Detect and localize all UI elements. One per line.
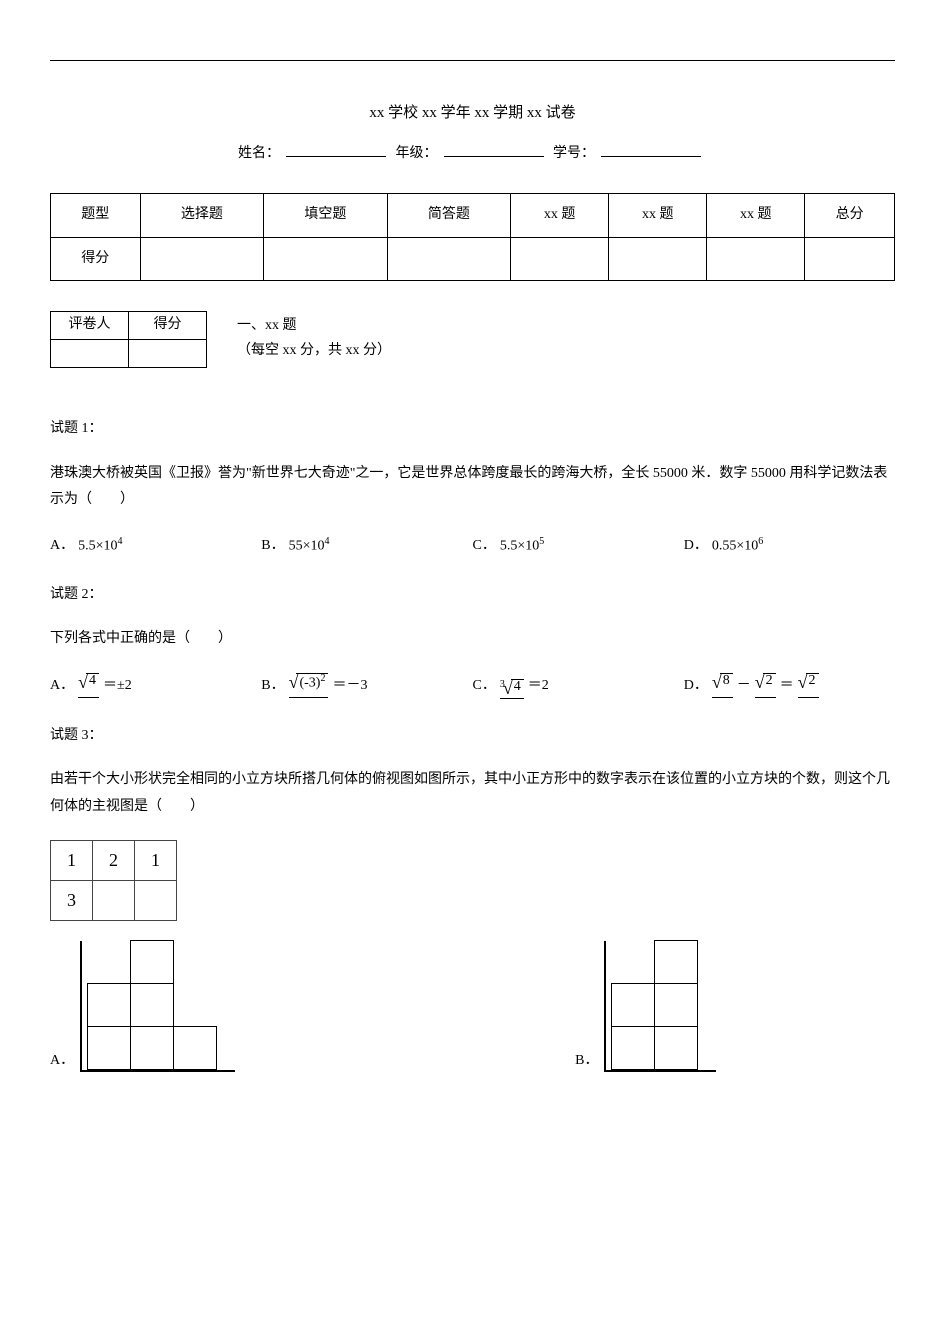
section-line2: （每空 xx 分，共 xx 分） <box>237 338 391 363</box>
question-1: 试题 1： 港珠澳大桥被英国《卫报》誉为"新世界七大奇迹"之一，它是世界总体跨度… <box>50 418 895 558</box>
block-stack <box>88 941 217 1070</box>
score-cell <box>511 237 609 280</box>
table-row: 1 2 1 <box>51 841 177 881</box>
option-b: B．55×104 <box>261 534 472 558</box>
grader-score-label: 得分 <box>129 312 207 340</box>
axis-frame <box>80 941 235 1072</box>
grid-cell: 1 <box>51 841 93 881</box>
top-view-grid: 1 2 1 3 <box>50 840 177 921</box>
score-cell <box>707 237 805 280</box>
name-blank <box>286 143 386 157</box>
question-title: 试题 2： <box>50 584 895 606</box>
option-d: D．0.55×106 <box>684 534 895 558</box>
row-label: 得分 <box>51 237 141 280</box>
col-header: xx 题 <box>609 194 707 237</box>
score-cell <box>140 237 264 280</box>
table-row <box>51 340 207 368</box>
table-row: 3 <box>51 881 177 921</box>
option-a: A． √4 ＝±2 <box>50 673 261 699</box>
table-row: 得分 <box>51 237 895 280</box>
col-header: 填空题 <box>264 194 388 237</box>
section-header-row: 评卷人得分 一、xx 题 （每空 xx 分，共 xx 分） <box>50 311 895 368</box>
score-cell <box>264 237 388 280</box>
grid-cell: 3 <box>51 881 93 921</box>
option-c: C．5.5×105 <box>473 534 684 558</box>
grader-cell <box>129 340 207 368</box>
options-row: A．5.5×104 B．55×104 C．5.5×105 D．0.55×106 <box>50 534 895 558</box>
col-header: xx 题 <box>707 194 805 237</box>
table-row: 评卷人得分 <box>51 312 207 340</box>
option-label: B． <box>575 1050 598 1072</box>
grid-cell: 1 <box>135 841 177 881</box>
options-row: A． √4 ＝±2 B． √(-3)2 ＝－3 C． 3√4 ＝2 D． √8 … <box>50 673 895 699</box>
section-line1: 一、xx 题 <box>237 313 391 338</box>
option-figures-row: A． B． <box>50 941 895 1072</box>
name-label: 姓名： <box>238 143 280 165</box>
student-info-line: 姓名： 年级： 学号： <box>50 143 895 165</box>
score-cell <box>609 237 707 280</box>
id-label: 学号： <box>553 143 595 165</box>
grid-cell: 2 <box>93 841 135 881</box>
option-b-figure: B． <box>575 941 716 1072</box>
option-a: A．5.5×104 <box>50 534 261 558</box>
col-header: 简答题 <box>387 194 511 237</box>
question-3: 试题 3： 由若干个大小形状完全相同的小立方块所搭几何体的俯视图如图所示，其中小… <box>50 725 895 1073</box>
question-body: 港珠澳大桥被英国《卫报》誉为"新世界七大奇迹"之一，它是世界总体跨度最长的跨海大… <box>50 461 895 514</box>
question-title: 试题 3： <box>50 725 895 747</box>
table-row: 题型 选择题 填空题 简答题 xx 题 xx 题 xx 题 总分 <box>51 194 895 237</box>
grid-cell <box>93 881 135 921</box>
option-b: B． √(-3)2 ＝－3 <box>261 673 472 699</box>
exam-title: xx 学校 xx 学年 xx 学期 xx 试卷 <box>50 101 895 125</box>
axis-frame <box>604 941 716 1072</box>
section-label: 一、xx 题 （每空 xx 分，共 xx 分） <box>237 311 391 363</box>
grade-blank <box>444 143 544 157</box>
grade-label: 年级： <box>396 143 438 165</box>
score-cell <box>387 237 511 280</box>
option-label: A． <box>50 1050 74 1072</box>
col-header: 选择题 <box>140 194 264 237</box>
score-summary-table: 题型 选择题 填空题 简答题 xx 题 xx 题 xx 题 总分 得分 <box>50 193 895 281</box>
grader-cell <box>51 340 129 368</box>
question-title: 试题 1： <box>50 418 895 440</box>
option-d: D． √8 － √2 ＝ √2 <box>684 673 895 699</box>
score-cell <box>805 237 895 280</box>
question-body: 由若干个大小形状完全相同的小立方块所搭几何体的俯视图如图所示，其中小正方形中的数… <box>50 767 895 820</box>
block-stack <box>612 941 698 1070</box>
horizontal-rule <box>50 60 895 61</box>
option-c: C． 3√4 ＝2 <box>473 673 684 699</box>
question-body: 下列各式中正确的是（ ） <box>50 626 895 653</box>
option-a-figure: A． <box>50 941 235 1072</box>
col-header: 题型 <box>51 194 141 237</box>
col-header: 总分 <box>805 194 895 237</box>
id-blank <box>601 143 701 157</box>
grader-label: 评卷人 <box>51 312 129 340</box>
grader-table: 评卷人得分 <box>50 311 207 368</box>
question-2: 试题 2： 下列各式中正确的是（ ） A． √4 ＝±2 B． √(-3)2 ＝… <box>50 584 895 699</box>
col-header: xx 题 <box>511 194 609 237</box>
grid-cell-empty <box>135 881 177 921</box>
